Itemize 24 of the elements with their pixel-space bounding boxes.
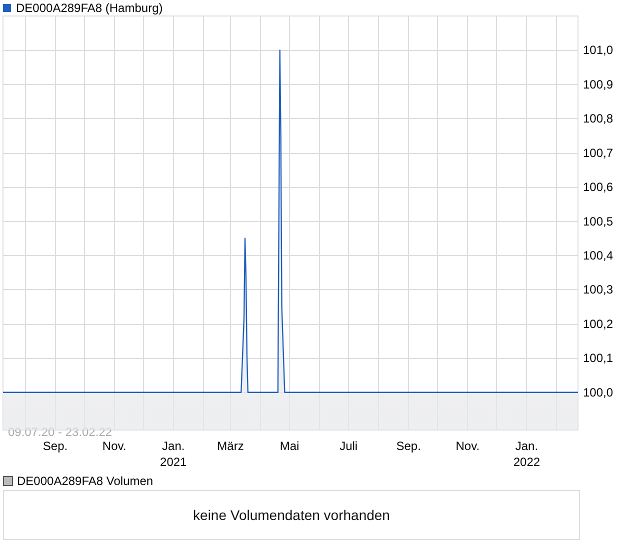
annotation: 09.07.20 - 23.02.22 xyxy=(8,425,112,439)
x-tick-label: Jan. 2022 xyxy=(513,439,540,469)
y-tick-label: 100,3 xyxy=(583,282,614,297)
y-tick-label: 100,5 xyxy=(583,214,614,228)
y-tick-label: 100,2 xyxy=(583,316,614,331)
x-tick-label: Nov. xyxy=(102,439,126,453)
y-tick-label: 100,9 xyxy=(583,77,614,92)
x-tick-label: Jan. 2021 xyxy=(160,439,188,469)
x-tick-label: Mai xyxy=(280,439,300,453)
y-tick-label: 101,0 xyxy=(583,43,614,58)
y-tick-label: 100,7 xyxy=(583,146,614,160)
x-tick-label: Sep. xyxy=(396,439,421,453)
y-tick-label: 100,8 xyxy=(583,112,614,126)
y-tick-label: 100,1 xyxy=(583,351,614,366)
x-tick-label: Sep. xyxy=(42,439,68,453)
y-tick-label: 100,6 xyxy=(583,180,614,194)
y-tick-label: 100,4 xyxy=(583,248,614,263)
x-tick-label: Juli xyxy=(340,439,358,453)
text: keine Volumendaten vorhanden xyxy=(3,490,580,540)
x-tick-label: März xyxy=(217,439,244,453)
x-tick-label: Nov. xyxy=(456,439,480,453)
text: DE000A289FA8 Volumen xyxy=(17,474,154,488)
legend-label: DE000A289FA8 (Hamburg) xyxy=(16,1,163,15)
y-tick-label: 100,0 xyxy=(583,385,614,400)
